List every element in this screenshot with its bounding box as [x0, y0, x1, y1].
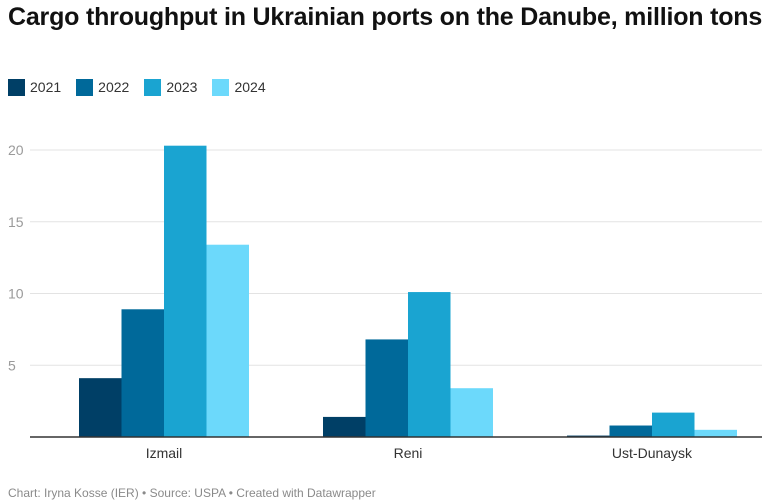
- bar-izmail-2024: [206, 244, 249, 437]
- y-tick-label-20: 20: [8, 142, 24, 158]
- chart-title: Cargo throughput in Ukrainian ports on t…: [8, 3, 763, 31]
- chart-footer: Chart: Iryna Kosse (IER) • Source: USPA …: [8, 486, 376, 500]
- legend-swatch-2022: [76, 78, 94, 96]
- legend-item-2022: 2022: [76, 78, 130, 96]
- footer-author: Iryna Kosse (IER): [44, 486, 139, 500]
- footer-source-prefix: Source:: [149, 486, 195, 500]
- bar-reni-2023: [408, 292, 451, 437]
- x-tick-label-izmail: Izmail: [146, 445, 183, 461]
- bar-reni-2024: [450, 388, 493, 437]
- y-tick-label-15: 15: [8, 214, 24, 230]
- legend-label-2023: 2023: [166, 79, 198, 95]
- bar-izmail-2021: [79, 378, 122, 437]
- bar-izmail-2022: [121, 309, 164, 437]
- bar-ust-dunaysk-2022: [609, 425, 652, 437]
- legend-label-2022: 2022: [98, 79, 130, 95]
- footer-source: USPA: [194, 486, 226, 500]
- y-tick-label-5: 5: [8, 357, 16, 373]
- bar-ust-dunaysk-2023: [652, 412, 695, 437]
- legend-item-2024: 2024: [212, 78, 266, 96]
- bar-reni-2021: [323, 416, 366, 437]
- bar-chart: 5 10 15 20 Izmail Reni Ust-Dunaysk: [8, 142, 762, 461]
- y-tick-label-10: 10: [8, 286, 24, 302]
- legend: 2021 2022 2023 2024: [8, 77, 281, 97]
- footer-sep-2: •: [225, 486, 237, 500]
- legend-swatch-2023: [144, 78, 162, 96]
- legend-label-2024: 2024: [234, 79, 266, 95]
- footer-sep-1: •: [138, 486, 150, 500]
- legend-item-2021: 2021: [8, 78, 62, 96]
- legend-swatch-2021: [8, 78, 25, 96]
- x-tick-label-reni: Reni: [394, 445, 423, 461]
- legend-swatch-2024: [212, 78, 230, 96]
- legend-item-2023: 2023: [144, 78, 198, 96]
- footer-created: Created with Datawrapper: [236, 486, 376, 500]
- bar-ust-dunaysk-2024: [694, 429, 737, 437]
- legend-label-2021: 2021: [30, 79, 62, 95]
- x-tick-label-ust-dunaysk: Ust-Dunaysk: [612, 445, 693, 461]
- bar-reni-2022: [365, 339, 408, 437]
- footer-chart-prefix: Chart:: [8, 486, 45, 500]
- bar-izmail-2023: [164, 145, 207, 437]
